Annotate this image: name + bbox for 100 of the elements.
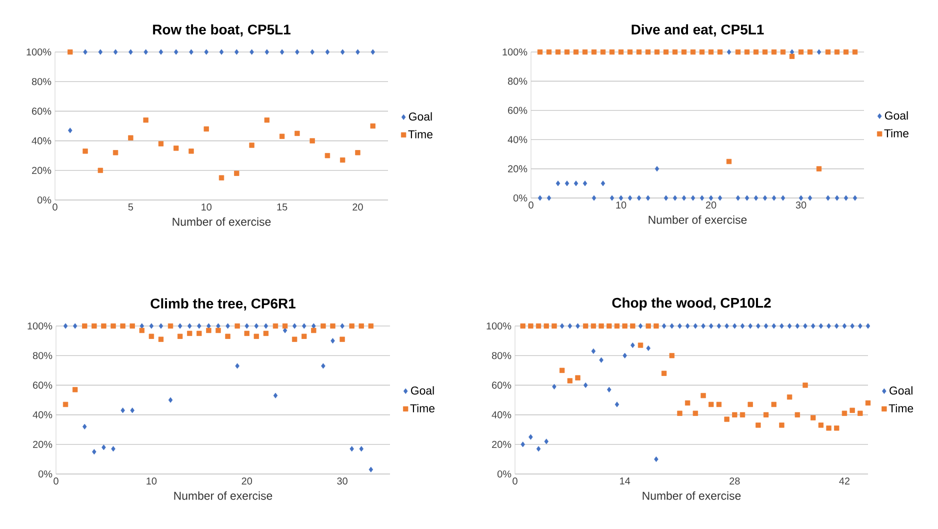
point	[786, 394, 792, 400]
y-tick-label: 0%	[497, 470, 512, 478]
y-tick-label: 0%	[38, 470, 52, 478]
x-tick-label: 30	[337, 478, 348, 485]
point	[780, 323, 784, 329]
point	[552, 323, 557, 329]
point	[661, 370, 667, 376]
point	[583, 323, 588, 329]
point	[292, 323, 297, 329]
legend-label: Goal	[410, 386, 434, 395]
point	[254, 323, 259, 329]
point	[756, 422, 761, 428]
legend-label: Time	[408, 130, 432, 138]
x-axis-title: Number of exercise	[648, 215, 747, 224]
point	[325, 49, 330, 55]
point	[598, 323, 604, 329]
point	[356, 49, 360, 55]
point	[568, 323, 572, 329]
point	[264, 323, 268, 329]
point	[128, 49, 133, 55]
y-tick-label: 100%	[28, 322, 52, 330]
point	[802, 382, 808, 388]
point	[575, 375, 580, 380]
point	[622, 352, 627, 358]
x-tick-label: 10	[616, 202, 626, 209]
point	[610, 195, 614, 201]
point	[219, 49, 224, 55]
point	[852, 195, 858, 201]
y-tick-label: 20%	[492, 440, 512, 448]
point	[740, 412, 746, 418]
y-tick-label: 20%	[508, 165, 528, 172]
point	[789, 54, 795, 59]
point	[735, 49, 741, 55]
point	[216, 328, 221, 334]
point	[294, 130, 300, 136]
point	[158, 49, 164, 55]
point	[62, 402, 68, 408]
x-tick-label: 0	[54, 478, 58, 485]
point	[636, 195, 642, 201]
point	[63, 323, 68, 329]
point	[638, 342, 644, 348]
point	[102, 444, 106, 450]
point	[295, 49, 300, 55]
point	[340, 323, 344, 329]
point	[708, 323, 714, 329]
y-tick-label: 40%	[508, 136, 528, 144]
point	[708, 195, 714, 201]
point	[764, 323, 768, 329]
point	[576, 323, 580, 329]
point	[235, 363, 240, 369]
point	[692, 410, 698, 416]
point	[630, 323, 636, 329]
point	[638, 323, 643, 329]
point	[732, 323, 737, 329]
point	[582, 180, 588, 186]
point	[654, 456, 658, 462]
point	[68, 128, 72, 134]
point	[646, 195, 650, 201]
point	[816, 49, 822, 55]
point	[528, 323, 534, 329]
point	[740, 323, 745, 329]
point	[772, 323, 776, 329]
point	[349, 323, 354, 329]
chart-title: Chop the wood, CP10L2	[612, 297, 771, 310]
point	[681, 49, 687, 55]
point	[726, 158, 732, 164]
point	[264, 49, 270, 55]
point	[92, 323, 97, 329]
point	[168, 397, 173, 403]
point	[234, 49, 239, 55]
point	[546, 195, 552, 201]
point	[98, 168, 103, 173]
x-tick-label: 10	[202, 204, 212, 211]
point	[762, 195, 768, 201]
point	[771, 402, 776, 408]
y-tick-label: 60%	[33, 382, 52, 389]
point	[368, 466, 374, 472]
point	[622, 323, 628, 329]
point	[310, 138, 315, 144]
point	[82, 323, 88, 329]
point	[724, 323, 729, 329]
point	[226, 323, 230, 329]
point	[98, 49, 103, 55]
point	[795, 323, 800, 329]
point	[292, 336, 298, 342]
point	[732, 412, 738, 418]
point	[818, 422, 824, 428]
point	[206, 328, 212, 334]
point	[263, 330, 269, 336]
point	[618, 49, 624, 55]
point	[340, 157, 346, 163]
point	[197, 323, 202, 329]
point	[355, 150, 360, 156]
point	[249, 142, 254, 148]
point	[858, 410, 863, 416]
point	[272, 323, 278, 329]
point	[188, 148, 194, 154]
point	[556, 180, 560, 186]
y-tick-label: 40%	[492, 411, 512, 418]
chart-title: Dive and eat, CP5L1	[632, 24, 764, 36]
